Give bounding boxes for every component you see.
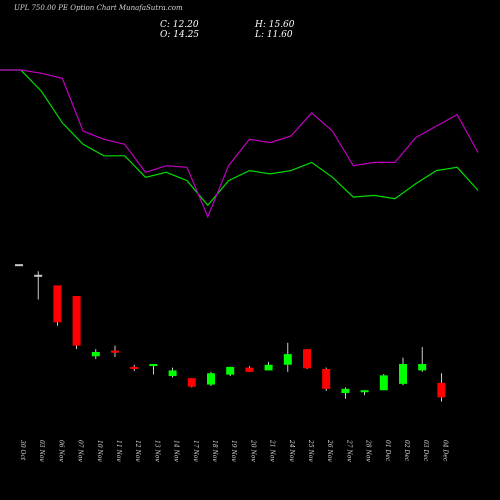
- x-tick-label: 06 Nov: [57, 440, 64, 462]
- candle: [15, 264, 23, 267]
- x-axis-labels: 30 Oct 03 Nov 06 Nov 07 Nov 10 Nov 11 Nov 12 N…: [19, 439, 448, 462]
- x-tick-label: 12 Nov: [134, 440, 141, 462]
- x-tick-label: 17 Nov: [192, 440, 199, 462]
- candle: [130, 364, 139, 372]
- candle: [149, 364, 158, 375]
- candle: [245, 366, 254, 372]
- candle: [187, 378, 196, 388]
- candle: [207, 371, 215, 386]
- x-tick-label: 01 Dec: [384, 440, 391, 462]
- candle: [283, 342, 292, 372]
- candle: [91, 349, 100, 360]
- candle: [379, 373, 388, 391]
- x-tick-label: 14 Nov: [173, 440, 180, 462]
- candles: [15, 264, 446, 402]
- candle-body: [72, 296, 81, 346]
- candle: [437, 373, 446, 402]
- candle: [341, 387, 350, 399]
- x-tick-label: 26 Nov: [326, 439, 333, 462]
- candle-body: [130, 366, 139, 369]
- candle: [111, 345, 119, 357]
- candle: [72, 296, 81, 350]
- candle-body: [15, 264, 23, 267]
- candle-body: [168, 370, 177, 377]
- candle-body: [303, 349, 311, 369]
- candle: [399, 357, 407, 386]
- candle-body: [111, 350, 119, 353]
- candle: [360, 390, 369, 396]
- candle-body: [322, 369, 331, 389]
- x-tick-label: 13 Nov: [153, 440, 160, 462]
- candle-body: [418, 364, 427, 371]
- x-tick-label: 11 Nov: [115, 440, 122, 462]
- candle-body: [360, 390, 369, 393]
- indicator-lines: [0, 69, 479, 219]
- x-tick-label: 21 Nov: [269, 439, 276, 462]
- candle-body: [226, 366, 235, 375]
- x-tick-label: 28 Nov: [365, 439, 372, 462]
- x-tick-label: 04 Dec: [441, 440, 448, 462]
- candle: [168, 367, 177, 378]
- candle: [53, 285, 62, 326]
- candle: [34, 271, 43, 300]
- candle-body: [207, 373, 215, 385]
- candle-body: [264, 364, 273, 371]
- candle: [226, 366, 235, 377]
- candle-body: [399, 364, 407, 384]
- x-tick-label: 10 Nov: [96, 440, 103, 462]
- x-tick-label: 27 Nov: [345, 439, 352, 462]
- candle: [418, 347, 427, 372]
- candle-body: [149, 364, 158, 367]
- indicator-line-1: [0, 69, 479, 207]
- candle: [303, 349, 311, 369]
- high-value: H: 15.60: [254, 20, 295, 30]
- x-tick-label: 19 Nov: [230, 440, 237, 462]
- candle-body: [341, 388, 350, 394]
- x-tick-label: 20 Nov: [249, 439, 256, 462]
- x-tick-label: 02 Dec: [403, 440, 410, 462]
- indicator-line-2: [0, 69, 479, 219]
- candle-body: [53, 285, 62, 323]
- candle-body: [91, 352, 100, 357]
- low-value: L: 11.60: [254, 30, 293, 40]
- candle-body: [437, 382, 446, 398]
- x-tick-label: 30 Oct: [19, 440, 26, 461]
- candle-body: [283, 354, 292, 365]
- x-tick-label: 03 Dec: [422, 440, 429, 462]
- x-tick-label: 18 Nov: [211, 440, 218, 462]
- chart-title: UPL 750.00 PE Option Chart MunafaSutra.c…: [14, 4, 183, 12]
- x-tick-label: 03 Nov: [38, 440, 45, 462]
- close-value: C: 12.20: [160, 20, 199, 30]
- candle-body: [187, 378, 196, 387]
- candle-body: [379, 375, 388, 391]
- candle: [322, 367, 331, 391]
- open-value: O: 14.25: [160, 30, 199, 40]
- x-tick-label: 07 Nov: [77, 440, 84, 462]
- x-tick-label: 25 Nov: [307, 439, 314, 462]
- candle-body: [34, 274, 43, 277]
- candle-body: [245, 367, 254, 372]
- candle: [264, 361, 273, 371]
- x-tick-label: 24 Nov: [288, 439, 295, 462]
